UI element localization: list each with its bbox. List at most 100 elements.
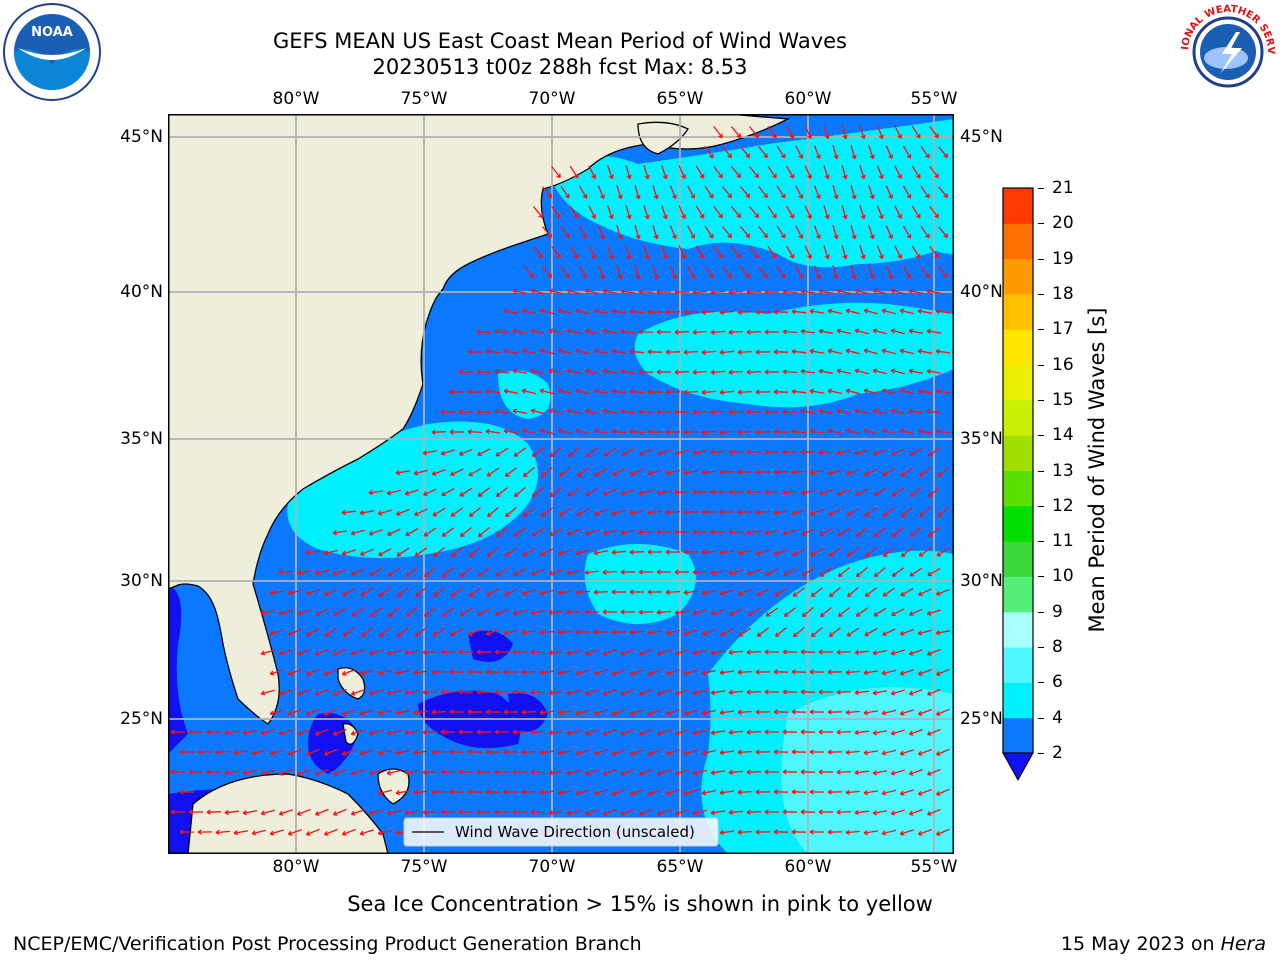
wave-direction-arrow bbox=[882, 669, 896, 675]
wave-direction-arrowhead bbox=[323, 831, 329, 836]
wave-direction-arrowhead bbox=[556, 213, 561, 219]
wave-direction-arrowhead bbox=[549, 492, 555, 497]
wave-direction-arrowhead bbox=[846, 552, 852, 557]
wave-direction-arrow bbox=[576, 709, 590, 715]
wave-direction-arrow bbox=[695, 165, 705, 179]
wave-direction-arrow bbox=[548, 810, 564, 814]
wave-direction-arrow bbox=[629, 430, 645, 434]
wave-direction-arrowhead bbox=[828, 592, 834, 598]
wave-direction-arrowhead bbox=[780, 193, 786, 199]
wave-direction-arrow bbox=[540, 589, 554, 595]
wave-direction-arrow bbox=[792, 587, 806, 597]
wave-direction-arrow bbox=[701, 310, 717, 314]
wave-direction-arrow bbox=[513, 447, 527, 457]
wave-direction-arrowhead bbox=[908, 810, 914, 816]
wave-direction-arrowhead bbox=[386, 690, 392, 696]
wave-direction-arrow bbox=[630, 468, 644, 476]
wave-direction-arrowhead bbox=[269, 750, 275, 756]
wave-direction-arrow bbox=[767, 245, 777, 259]
wave-direction-arrowhead bbox=[539, 749, 544, 756]
wave-direction-arrow bbox=[261, 729, 275, 735]
wave-direction-arrowhead bbox=[565, 193, 570, 199]
wave-direction-arrowhead bbox=[332, 691, 338, 696]
wave-direction-arrow bbox=[669, 265, 677, 279]
wave-direction-arrow bbox=[938, 146, 948, 158]
wave-direction-arrowhead bbox=[522, 551, 527, 557]
wave-direction-arrowhead bbox=[260, 770, 266, 776]
wave-direction-arrow bbox=[868, 265, 874, 279]
wave-direction-arrow bbox=[900, 389, 914, 395]
wave-direction-arrowhead bbox=[782, 649, 787, 655]
wave-direction-arrow bbox=[594, 709, 608, 715]
wave-direction-arrow bbox=[911, 165, 921, 179]
wave-direction-arrowhead bbox=[692, 730, 698, 736]
wave-direction-arrowhead bbox=[332, 731, 338, 736]
wave-direction-arrowhead bbox=[548, 770, 554, 776]
wave-direction-arrowhead bbox=[727, 193, 733, 199]
wave-direction-arrowhead bbox=[719, 709, 724, 716]
wave-direction-arrowhead bbox=[851, 234, 857, 240]
wave-direction-arrow bbox=[557, 750, 573, 754]
wave-direction-arrowhead bbox=[872, 328, 878, 334]
wave-direction-arrowhead bbox=[860, 254, 866, 260]
lon-tick-top: 60°W bbox=[784, 89, 832, 109]
wave-direction-arrow bbox=[297, 608, 311, 616]
wave-direction-arrow bbox=[873, 448, 887, 456]
wave-direction-arrow bbox=[333, 808, 347, 816]
wave-direction-arrowhead bbox=[672, 234, 677, 240]
wave-direction-arrow bbox=[859, 245, 865, 259]
wave-direction-arrowhead bbox=[368, 730, 374, 736]
wave-direction-arrowhead bbox=[801, 531, 806, 536]
wave-direction-arrowhead bbox=[764, 769, 769, 775]
wave-direction-arrowhead bbox=[917, 428, 923, 434]
wave-direction-arrow bbox=[737, 830, 753, 834]
wave-direction-arrow bbox=[594, 508, 608, 516]
wave-direction-arrow bbox=[648, 630, 662, 634]
wave-direction-arrow bbox=[585, 409, 599, 415]
wave-direction-arrowhead bbox=[792, 592, 798, 597]
wave-direction-arrow bbox=[885, 185, 893, 199]
wave-direction-arrow bbox=[731, 246, 741, 258]
wave-direction-arrowhead bbox=[647, 791, 653, 796]
wave-direction-arrowhead bbox=[341, 670, 347, 676]
wave-direction-arrow bbox=[512, 369, 528, 375]
wave-direction-arrow bbox=[674, 331, 690, 333]
wave-direction-arrowhead bbox=[494, 368, 500, 374]
wave-direction-arrowhead bbox=[718, 213, 723, 219]
wave-direction-arrowhead bbox=[620, 368, 625, 375]
wave-direction-arrowhead bbox=[584, 730, 590, 736]
wave-direction-arrowhead bbox=[647, 629, 653, 636]
wave-direction-arrow bbox=[863, 710, 879, 714]
wave-direction-arrowhead bbox=[359, 551, 365, 556]
wave-direction-arrow bbox=[720, 710, 734, 714]
wave-direction-arrowhead bbox=[927, 571, 932, 577]
wave-direction-arrow bbox=[847, 587, 859, 597]
wave-direction-arrow bbox=[431, 711, 447, 713]
wave-direction-arrow bbox=[846, 349, 860, 355]
wave-direction-arrowhead bbox=[718, 253, 723, 259]
wave-direction-arrowhead bbox=[727, 153, 733, 159]
wave-direction-arrowhead bbox=[918, 472, 924, 477]
wave-direction-arrowhead bbox=[935, 591, 941, 596]
wave-direction-arrowhead bbox=[719, 349, 724, 355]
wave-direction-arrowhead bbox=[656, 770, 662, 776]
wave-direction-arrow bbox=[629, 350, 645, 354]
wave-direction-arrowhead bbox=[873, 572, 879, 578]
wave-direction-arrowhead bbox=[737, 509, 742, 515]
wave-direction-arrowhead bbox=[539, 709, 544, 716]
wave-direction-arrowhead bbox=[423, 491, 428, 496]
wave-direction-arrow bbox=[585, 529, 599, 535]
wave-direction-arrowhead bbox=[890, 690, 896, 696]
wave-direction-arrow bbox=[395, 790, 411, 794]
wave-direction-arrowhead bbox=[395, 670, 401, 676]
wave-direction-arrowhead bbox=[719, 549, 724, 555]
wave-direction-arrow bbox=[749, 126, 759, 138]
wave-direction-arrow bbox=[306, 550, 320, 554]
wave-direction-arrowhead bbox=[584, 770, 590, 776]
wave-direction-arrowhead bbox=[899, 750, 905, 756]
wave-direction-arrowhead bbox=[584, 650, 590, 656]
wave-direction-arrowhead bbox=[860, 214, 866, 220]
lon-tick-top: 80°W bbox=[272, 89, 320, 109]
wave-direction-arrow bbox=[936, 547, 950, 557]
wave-direction-arrow bbox=[242, 730, 258, 734]
